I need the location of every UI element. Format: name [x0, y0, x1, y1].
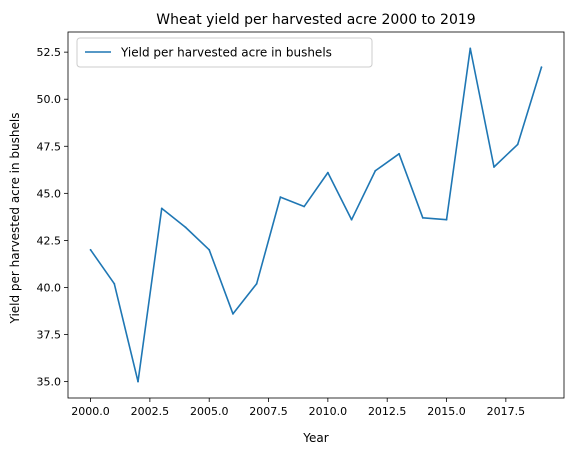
y-tick-label: 40.0 [37, 281, 62, 294]
axes-frame [67, 31, 565, 399]
legend-box [76, 37, 373, 68]
x-tick-label: 2012.5 [368, 405, 407, 418]
y-tick-label: 45.0 [37, 187, 62, 200]
x-tick-label: 2000.0 [71, 405, 110, 418]
plot-area: 2000.0 2002.5 2005.0 2007.5 2010.0 2012.5 2015… [37, 31, 565, 418]
series-line-0 [89, 47, 543, 383]
data-point [493, 166, 495, 168]
data-point [421, 216, 424, 219]
x-tick-label: 2015.0 [427, 405, 466, 418]
data-point [232, 312, 234, 315]
legend: Yield per harvested acre in bushels [76, 37, 373, 68]
data-point [326, 171, 329, 174]
data-point [445, 218, 448, 221]
data-point [540, 66, 543, 69]
x-tick-label: 2010.0 [309, 405, 348, 418]
data-point [113, 282, 116, 285]
data-point [374, 169, 377, 172]
y-tick-label: 50.0 [37, 93, 62, 106]
data-point [89, 248, 92, 251]
data-point [184, 226, 187, 229]
x-tick-label: 2002.5 [131, 405, 170, 418]
y-tick-label: 42.5 [37, 234, 62, 247]
x-tick-label: 2017.5 [487, 405, 526, 418]
x-tick-label: 2007.5 [249, 405, 288, 418]
y-tick-label: 52.5 [37, 46, 62, 59]
y-tick-label: 37.5 [37, 329, 62, 342]
y-axis-label: Yield per harvested acre in bushels [8, 113, 22, 325]
y-tick-label: 47.5 [37, 140, 62, 153]
x-tick-label: 2005.0 [190, 405, 229, 418]
data-point [255, 282, 258, 285]
y-tick-label: 35.0 [37, 376, 62, 389]
data-point [160, 207, 163, 210]
data-point [303, 205, 306, 208]
x-axis-label: Year [302, 431, 328, 445]
legend-label: Yield per harvested acre in bushels [120, 46, 332, 60]
data-point [469, 47, 472, 50]
chart-title: Wheat yield per harvested acre 2000 to 2… [156, 12, 475, 28]
data-point [137, 380, 139, 383]
data-point [398, 152, 400, 155]
data-point [279, 196, 282, 199]
data-point [350, 218, 353, 221]
data-point [208, 248, 211, 251]
data-point [516, 143, 519, 146]
